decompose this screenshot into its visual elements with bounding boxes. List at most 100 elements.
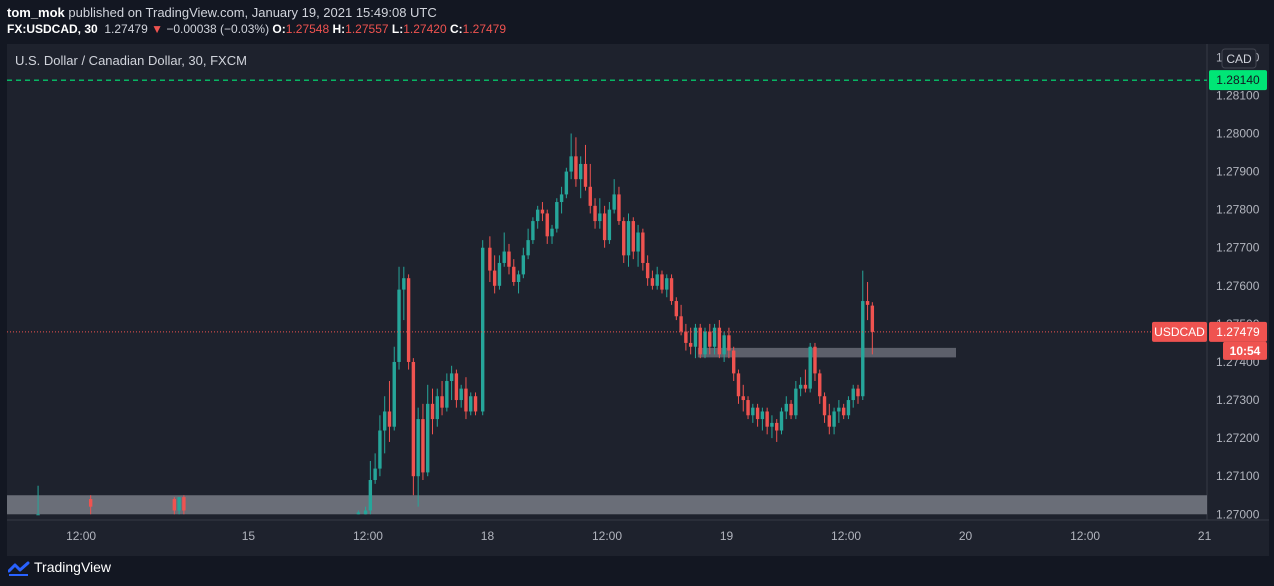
low-label: L:	[391, 22, 404, 36]
candle-body	[856, 388, 860, 397]
candle-body	[698, 327, 702, 355]
last-price-label: 1.27479	[1216, 325, 1260, 339]
last-price-tag	[1209, 321, 1267, 342]
x-tick-label: 19	[720, 529, 734, 543]
candle-body	[588, 186, 592, 206]
candle-body	[803, 384, 808, 389]
candle-body	[741, 396, 745, 401]
candle-body	[545, 213, 549, 237]
candle-body	[406, 278, 411, 362]
candle-body	[356, 512, 361, 515]
candle-body	[368, 480, 373, 511]
candle-body	[382, 411, 387, 431]
candle-body	[516, 274, 521, 282]
candle-body	[688, 342, 693, 347]
candle-body	[703, 331, 707, 355]
candle-body	[751, 407, 755, 416]
candle-body	[722, 335, 726, 355]
low-value: 1.27420	[403, 22, 447, 36]
candle-body	[784, 403, 788, 412]
candle-body	[454, 373, 459, 401]
zone-rect	[7, 495, 1207, 515]
candle-body	[851, 388, 855, 401]
x-tick-label: 12:00	[1070, 529, 1100, 543]
candle-body	[808, 346, 812, 389]
green-level-tag	[1209, 70, 1267, 91]
candle-body	[445, 381, 449, 408]
y-tick-label: 1.27200	[1216, 431, 1260, 445]
y-tick-label: 1.27900	[1216, 165, 1260, 179]
candle-body	[865, 301, 870, 305]
candle-body	[827, 415, 832, 427]
candle-body	[598, 213, 602, 222]
publish-header: tom_mok published on TradingView.com, Ja…	[0, 0, 1274, 44]
symbol-tag-label: USDCAD	[1154, 325, 1205, 339]
candle-body	[765, 411, 769, 427]
candle-body	[480, 247, 485, 412]
candle-body	[440, 396, 444, 408]
candle-body	[789, 403, 793, 416]
candle-body	[540, 209, 545, 214]
candle-body	[712, 327, 717, 347]
y-tick-label: 1.27700	[1216, 241, 1260, 255]
tradingview-brand[interactable]: TradingView	[34, 559, 112, 575]
candle-body	[593, 205, 597, 222]
candle-body	[832, 411, 836, 427]
candle-body	[746, 400, 750, 416]
candle-body	[822, 396, 827, 416]
candle-body	[607, 209, 612, 241]
candle-body	[684, 331, 688, 343]
candle-body	[392, 361, 396, 427]
candle-body	[177, 497, 181, 511]
x-tick-label: 12:00	[592, 529, 622, 543]
candle-body	[473, 396, 478, 412]
candle-body	[602, 213, 607, 241]
candle-body	[717, 327, 722, 355]
ohlc-legend: FX:USDCAD, 30 1.27479 ▼ −0.00038 (−0.03%…	[7, 22, 506, 36]
x-tick-label: 12:00	[831, 529, 861, 543]
candle-body	[779, 411, 784, 431]
candle-body	[669, 278, 674, 302]
y-tick-label: 1.27000	[1216, 507, 1260, 521]
time-scale[interactable]	[7, 520, 1269, 556]
candle-body	[512, 266, 516, 282]
symbol-label: FX:USDCAD, 30	[7, 22, 98, 36]
candle-body	[550, 228, 554, 237]
high-value: 1.27557	[345, 22, 389, 36]
candle-body	[497, 262, 502, 286]
candle-body	[626, 221, 631, 256]
currency-badge-label: CAD	[1226, 52, 1252, 66]
candle-body	[674, 301, 679, 317]
candle-body	[870, 305, 875, 332]
candle-body	[665, 278, 669, 290]
symbol-tag	[1152, 321, 1207, 342]
candle-body	[736, 373, 741, 397]
x-tick-label: 12:00	[353, 529, 383, 543]
candle-body	[397, 289, 401, 362]
footer-bar: TradingView	[0, 556, 1274, 586]
candle-body	[636, 232, 640, 252]
candle-body	[837, 407, 841, 412]
candle-body	[430, 403, 435, 420]
currency-badge[interactable]	[1221, 48, 1257, 69]
price-chart[interactable]: 1.282001.281001.280001.279001.278001.277…	[0, 44, 1274, 556]
candle-body	[182, 497, 186, 511]
candle-body	[531, 221, 535, 241]
open-label: O:	[272, 22, 286, 36]
chart-container[interactable]: 1.282001.281001.280001.279001.278001.277…	[0, 44, 1274, 556]
candle-body	[841, 407, 846, 416]
candle-body	[555, 202, 559, 229]
y-tick-label: 1.27300	[1216, 393, 1260, 407]
candle-body	[521, 255, 526, 275]
countdown-label: 10:54	[1230, 344, 1261, 358]
candle-body	[416, 419, 420, 477]
price-scale[interactable]	[1207, 44, 1269, 520]
candle-body	[373, 468, 377, 481]
y-tick-label: 1.27100	[1216, 469, 1260, 483]
tradingview-logo-icon[interactable]	[8, 561, 30, 577]
candle-body	[574, 156, 578, 180]
open-value: 1.27548	[285, 22, 330, 36]
author-name[interactable]: tom_mok	[7, 5, 65, 20]
candle-body	[660, 274, 664, 290]
candle-body	[435, 396, 439, 420]
